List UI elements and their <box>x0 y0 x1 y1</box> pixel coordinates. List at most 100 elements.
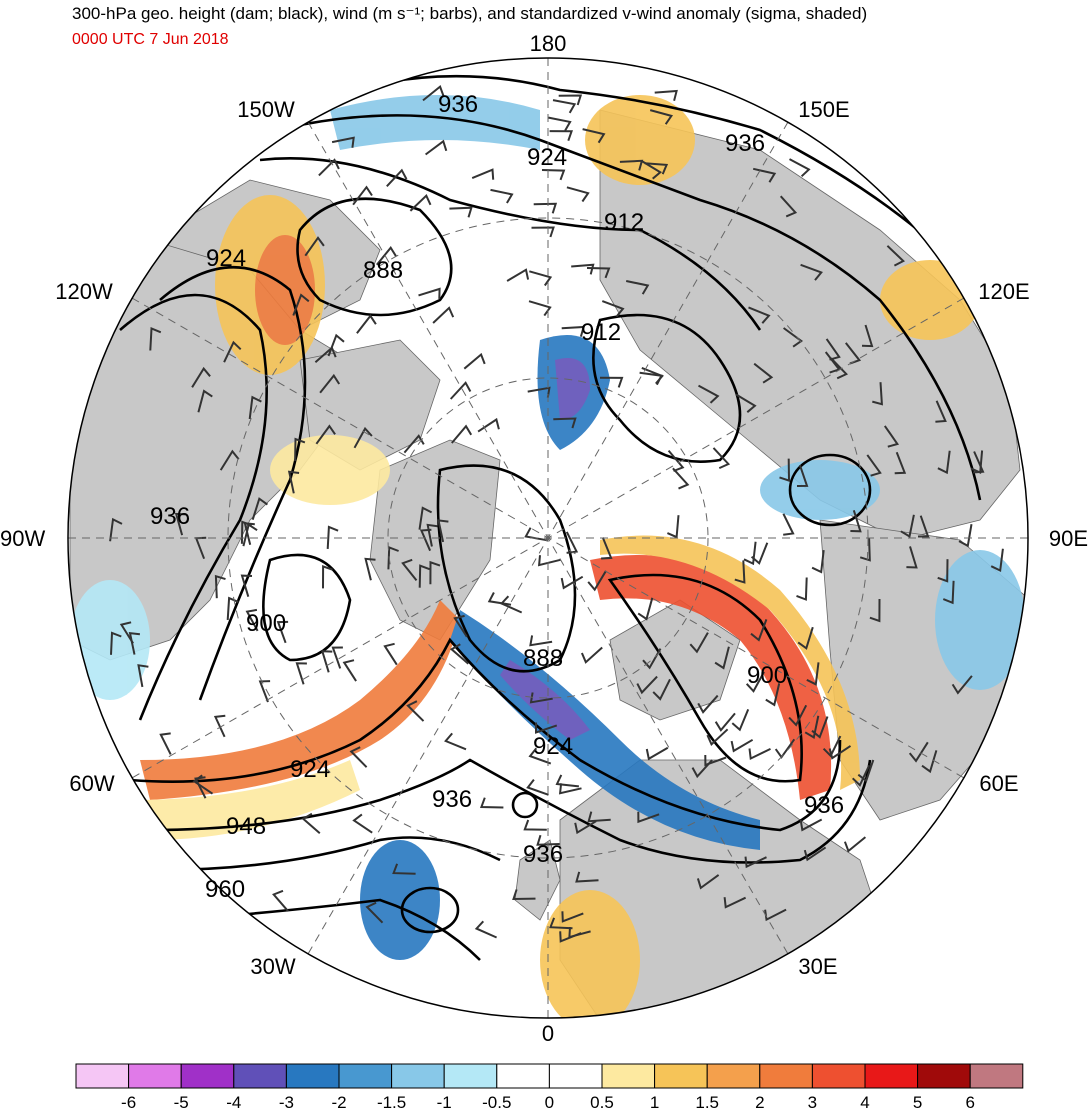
wind-barb <box>287 470 300 494</box>
colorbar-tick-label: 6 <box>965 1093 974 1112</box>
colorbar-swatch <box>285 1063 340 1089</box>
shade-pos-2 <box>585 95 695 185</box>
wind-barb <box>331 646 343 669</box>
wind-barb <box>714 712 736 732</box>
wind-barb <box>315 424 336 445</box>
lon-label-30w: 30W <box>250 954 295 979</box>
wind-barb <box>110 631 122 655</box>
wind-barb <box>422 84 445 102</box>
wind-barb <box>857 759 875 783</box>
wind-barb <box>240 574 253 597</box>
wind-barb <box>418 287 441 299</box>
wind-barb <box>490 188 514 204</box>
wind-barb <box>453 614 468 638</box>
wind-barb <box>449 206 473 218</box>
wind-barb <box>383 642 398 666</box>
wind-barb <box>652 678 671 701</box>
colorbar-tick-label: -1 <box>437 1093 452 1112</box>
wind-barb <box>743 541 757 566</box>
contour-label: 924 <box>533 733 573 760</box>
wind-barb <box>698 384 720 404</box>
wind-barb <box>697 694 719 714</box>
colorbar-swatch <box>128 1063 182 1089</box>
wind-barb <box>553 417 577 429</box>
wind-barb <box>444 732 467 751</box>
wind-barb <box>386 168 408 187</box>
shade-neg-6 <box>70 580 150 700</box>
wind-barb <box>571 263 595 275</box>
lon-label-180: 180 <box>530 31 567 56</box>
wind-barb <box>900 514 915 538</box>
wind-barb <box>800 263 823 281</box>
wind-barb <box>214 574 226 599</box>
wind-barb <box>529 692 553 704</box>
wind-barb <box>843 836 867 853</box>
wind-barb <box>137 664 149 688</box>
contour-label: 936 <box>804 792 844 819</box>
wind-barb <box>536 834 560 846</box>
wind-barb <box>637 597 654 621</box>
wind-barb <box>342 659 357 682</box>
wind-barb <box>667 515 680 539</box>
wind-barb <box>601 537 613 560</box>
colorbar-swatch <box>233 1063 287 1089</box>
colorbar-swatch <box>759 1063 813 1089</box>
lon-label-60e: 60E <box>979 771 1018 796</box>
wind-barb <box>799 818 823 832</box>
wind-barb <box>951 675 973 695</box>
wind-barb <box>365 901 384 924</box>
wind-barb <box>937 559 949 583</box>
wind-barb <box>649 109 674 125</box>
longitude-labels: 180 0 90W 90E 150W 150E 120W 120E 60W 60… <box>0 31 1088 1046</box>
shade-neg-7 <box>935 550 1025 690</box>
wind-barb <box>990 548 1004 573</box>
wind-barb <box>644 162 669 175</box>
wind-barb <box>908 741 929 763</box>
colorbar-tick-label: 5 <box>913 1093 922 1112</box>
wind-barb <box>714 646 730 670</box>
wind-barb <box>548 116 572 132</box>
wind-barb <box>921 750 938 774</box>
wind-barb <box>568 927 591 939</box>
wind-barb <box>811 549 825 574</box>
wind-barb <box>109 517 123 542</box>
wind-barb <box>825 338 841 361</box>
contour-loop-east <box>788 453 872 527</box>
lon-label-150e: 150E <box>798 97 849 122</box>
colorbar: -6 -5 -4 -3 -2 -1.5 -1 -0.5 0 0.5 1 1.5 2 3 4 5 6 <box>75 1063 1024 1112</box>
wind-barb <box>861 324 874 348</box>
wind-barb <box>523 819 547 831</box>
greenland-land <box>369 439 501 641</box>
colorbar-tick-label: -2 <box>331 1093 346 1112</box>
wind-barb <box>406 700 425 722</box>
wind-barb <box>937 450 951 475</box>
shade-pos-7 <box>270 435 390 505</box>
wind-barb <box>479 797 504 809</box>
shade-pos-5b <box>130 760 360 840</box>
wind-barb <box>426 523 438 547</box>
wind-barb <box>248 395 262 420</box>
wind-barb <box>276 620 289 644</box>
wind-barb <box>194 776 207 799</box>
colorbar-tick-label: -5 <box>174 1093 189 1112</box>
contour-label: 900 <box>747 662 787 689</box>
wind-barb <box>159 732 172 755</box>
wind-barb <box>706 728 729 746</box>
wind-barb <box>753 362 774 384</box>
wind-barb <box>533 202 558 214</box>
wind-barb <box>712 447 731 470</box>
wind-barb <box>748 748 771 761</box>
map-boundary <box>67 57 1029 1019</box>
wind-barb <box>587 811 611 823</box>
colorbar-swatch <box>601 1063 656 1089</box>
wind-barb <box>558 94 583 106</box>
wind-barb <box>437 519 449 543</box>
wind-barb <box>449 643 469 665</box>
wind-barb <box>601 300 625 318</box>
lon-label-90w: 90W <box>0 526 45 551</box>
contour-912-center <box>592 313 742 463</box>
lon-label-0: 0 <box>542 1021 554 1046</box>
wind-barb <box>637 811 660 824</box>
shade-neg-1 <box>330 95 540 150</box>
contour-label: 936 <box>432 786 472 813</box>
